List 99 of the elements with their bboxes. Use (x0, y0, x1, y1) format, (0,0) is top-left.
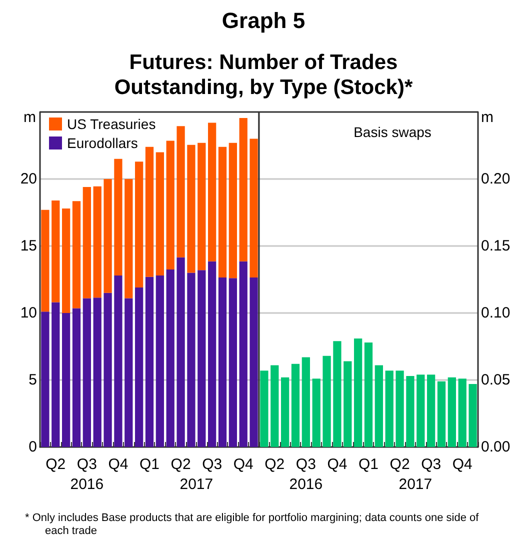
bar (458, 378, 466, 447)
bar (396, 370, 404, 447)
bar (135, 288, 144, 447)
bar (239, 261, 248, 447)
bar (218, 146, 227, 278)
bar (135, 162, 144, 288)
bar (114, 275, 122, 447)
text: 2016 (289, 476, 323, 493)
y-tick-label: 0.10 (481, 304, 510, 322)
x-tick-label: Q4 (108, 456, 128, 473)
x-tick-label: Q4 (233, 456, 254, 473)
bar (239, 118, 248, 262)
bar (114, 158, 122, 276)
bar (145, 276, 154, 447)
y-tick-label: 20 (20, 170, 37, 188)
bar (344, 361, 352, 447)
bar (156, 152, 164, 276)
bar (364, 342, 373, 447)
bar (416, 374, 425, 447)
bar (93, 186, 102, 298)
bar (250, 138, 258, 278)
bar (406, 376, 414, 447)
bar (124, 179, 133, 298)
bar (82, 298, 91, 447)
x-tick-label: Q2 (170, 456, 191, 473)
bar (228, 278, 237, 447)
y-tick-label: 10 (20, 304, 37, 322)
y-tick-label: 15 (20, 238, 37, 254)
bar (82, 187, 91, 298)
y-tick-label: 0.20 (481, 170, 510, 188)
bar (302, 357, 310, 447)
bar (281, 377, 290, 447)
bar (208, 122, 216, 262)
bar (156, 275, 164, 447)
text: 2016 (70, 476, 104, 493)
bar (166, 140, 174, 270)
y-axis-title: m (24, 109, 36, 126)
y-tick-label: 0.15 (481, 238, 510, 254)
bar (187, 144, 196, 273)
chart-subtitle: Futures: Number of Trades Outstanding, by Type (Stock)* (113, 50, 414, 100)
x-tick-label: Q2 (46, 456, 66, 473)
bar (93, 298, 102, 447)
x-tick-label: Q1 (139, 456, 160, 473)
bar (62, 208, 70, 313)
x-tick-label: Q3 (202, 456, 222, 473)
text: 2017 (398, 476, 432, 493)
bar (250, 277, 258, 447)
x-tick-label: Q3 (421, 456, 442, 473)
bar (218, 277, 227, 447)
bar (385, 370, 394, 447)
bar (72, 308, 81, 447)
bar (468, 384, 477, 447)
x-tick-label: Q1 (358, 456, 379, 473)
bar (41, 210, 50, 312)
bar (104, 292, 112, 447)
legend-label: Eurodollars (67, 135, 138, 151)
bar (228, 142, 237, 278)
legend-label: US Treasuries (67, 116, 156, 132)
bar (448, 377, 456, 447)
text: 2017 (180, 476, 214, 493)
bar (145, 146, 154, 277)
bar (124, 298, 133, 447)
bar (427, 374, 436, 447)
x-tick-label: Q4 (452, 456, 472, 473)
bar (176, 126, 185, 258)
bar (291, 364, 300, 447)
x-tick-label: Q3 (76, 456, 97, 473)
bar (208, 261, 216, 447)
bar (41, 312, 50, 447)
bar (333, 341, 342, 447)
y-tick-label: 0.05 (481, 372, 510, 388)
text: Basis swaps (354, 124, 432, 140)
bar (166, 269, 174, 447)
chart-title: Graph 5 (220, 8, 306, 34)
bar (322, 356, 331, 447)
bar (374, 365, 383, 447)
bar (104, 179, 112, 293)
x-tick-label: Q3 (296, 456, 316, 473)
bar (52, 200, 60, 302)
y-tick-label: 5 (28, 372, 37, 388)
bar (176, 257, 185, 447)
bar (270, 365, 279, 447)
x-tick-label: Q4 (327, 456, 348, 473)
bar (72, 201, 81, 308)
y-tick-label: 0.00 (481, 438, 510, 456)
bar (437, 381, 446, 447)
x-tick-label: Q2 (264, 456, 285, 473)
y-tick-label: 0 (28, 438, 37, 456)
bar (260, 370, 268, 447)
bar (312, 378, 320, 447)
y-axis-title: m (481, 109, 494, 126)
text: * Only includes Base products that are eligible for portfolio margining; data counts one side of each trade (25, 512, 480, 538)
bar (198, 270, 206, 447)
x-tick-label: Q2 (390, 456, 410, 473)
bar (354, 338, 362, 447)
bar (52, 302, 60, 447)
bar (198, 142, 206, 270)
bar (62, 313, 70, 447)
bar (187, 272, 196, 447)
